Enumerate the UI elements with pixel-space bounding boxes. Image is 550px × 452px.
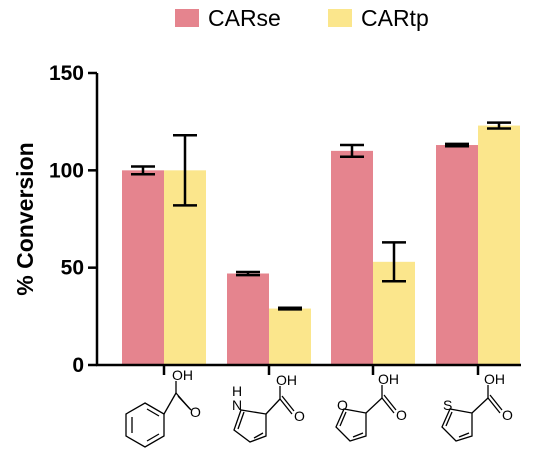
error-bar-carse-3	[340, 143, 364, 158]
furan-carboxylic-acid-structure: O OH O	[335, 371, 407, 442]
axes	[95, 73, 521, 367]
error-bar-cartp-3	[382, 241, 406, 283]
pyrrole-h-label: H	[232, 383, 242, 399]
thiophene-o-label: O	[502, 407, 513, 423]
benzoic-oh-label: OH	[172, 367, 193, 383]
bar-carse-3	[331, 150, 373, 365]
legend-label-carse: CARse	[208, 5, 281, 31]
thiophene-oh-label: OH	[484, 371, 505, 387]
error-bars-layer	[131, 121, 511, 311]
error-bar-carse-2	[236, 270, 260, 277]
error-bar-cartp-2	[278, 306, 302, 311]
bar-carse-4	[436, 145, 478, 365]
legend-label-cartp: CARtp	[361, 5, 429, 31]
bar-carse-2	[227, 273, 269, 365]
pyrrole-oh-label: OH	[276, 372, 297, 388]
y-tick-label: 50	[61, 257, 84, 280]
legend: CARse CARtp	[175, 5, 429, 31]
thiophene-carboxylic-acid-structure: S OH O	[441, 371, 513, 442]
x-ticks	[162, 365, 480, 375]
y-ticks: 0 50 100 150	[49, 62, 97, 377]
bar-cartp-4	[478, 125, 520, 365]
furan-ring-o-label: O	[337, 397, 348, 413]
bar-carse-1	[122, 170, 164, 365]
y-axis-title: % Conversion	[12, 142, 38, 295]
bars-layer	[122, 125, 520, 365]
error-bar-cartp-4	[487, 121, 511, 130]
benzoic-acid-structure: OH O	[125, 367, 201, 448]
furan-o-label: O	[396, 407, 407, 423]
y-tick-label: 150	[49, 62, 84, 85]
pyrrole-o-label: O	[294, 408, 305, 424]
error-bar-carse-1	[131, 165, 155, 176]
furan-oh-label: OH	[378, 371, 399, 387]
legend-swatch-cartp	[328, 9, 352, 27]
error-bar-cartp-1	[173, 134, 197, 207]
bar-cartp-2	[269, 308, 311, 365]
legend-swatch-carse	[175, 9, 199, 27]
thiophene-s-label: S	[443, 397, 452, 413]
y-tick-label: 0	[72, 354, 84, 377]
benzoic-o-label: O	[190, 404, 201, 420]
y-tick-label: 100	[49, 159, 84, 182]
pyrrole-n-label: N	[232, 397, 242, 413]
error-bar-carse-4	[445, 142, 469, 148]
